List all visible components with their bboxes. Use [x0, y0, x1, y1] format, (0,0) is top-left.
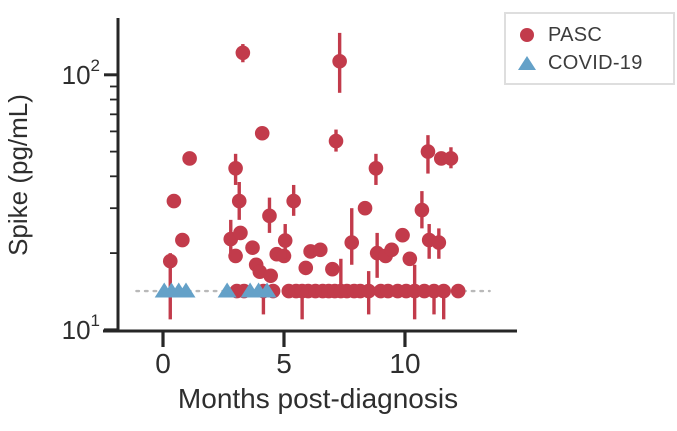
data-point-pasc	[357, 200, 373, 216]
data-point-pasc	[344, 235, 360, 250]
legend-label-covid19: COVID-19	[548, 51, 643, 74]
legend: PASC COVID-19	[504, 12, 675, 85]
data-point-pasc	[162, 253, 178, 269]
x-tick-label: 0	[155, 348, 171, 379]
axes-group	[103, 18, 517, 333]
y-tick-label: 101	[62, 311, 100, 345]
data-point-pasc	[175, 232, 190, 248]
data-point-pasc	[286, 193, 301, 209]
data-point-pasc	[277, 233, 293, 248]
data-point-covid19	[176, 282, 196, 298]
x-axis-label: Months post-diagnosis	[178, 383, 458, 414]
data-point-pasc	[450, 283, 466, 299]
data-point-pasc	[368, 161, 384, 176]
pasc-marker-icon	[520, 28, 534, 42]
data-point-pasc	[312, 242, 328, 258]
data-point-pasc	[298, 260, 314, 276]
data-point-pasc	[182, 151, 197, 166]
data-point-pasc	[245, 240, 260, 255]
data-point-pasc	[262, 208, 277, 224]
data-point-pasc	[254, 125, 270, 141]
legend-label-pasc: PASC	[548, 23, 603, 46]
data-point-covid19	[217, 282, 237, 298]
data-point-pasc	[395, 227, 410, 243]
data-points-group	[154, 32, 466, 320]
y-tick-label: 102	[62, 56, 100, 90]
covid19-marker-icon	[518, 56, 536, 70]
data-point-pasc	[420, 144, 436, 159]
data-point-pasc	[402, 251, 418, 267]
data-point-pasc	[228, 161, 243, 176]
data-point-covid19	[257, 282, 277, 298]
data-point-pasc	[228, 248, 243, 264]
data-point-pasc	[431, 235, 447, 250]
data-point-pasc	[235, 45, 251, 61]
data-point-pasc	[384, 242, 399, 258]
data-point-pasc	[332, 53, 347, 69]
data-point-pasc	[328, 133, 344, 149]
data-point-pasc	[443, 151, 459, 166]
legend-item-pasc: PASC	[506, 21, 673, 49]
data-point-pasc	[414, 202, 430, 218]
ticks-group: 101 102 0 5 10	[62, 56, 421, 379]
data-point-pasc	[166, 193, 182, 209]
x-tick-label: 10	[389, 348, 420, 379]
x-tick-label: 5	[276, 348, 292, 379]
data-point-pasc	[233, 225, 248, 241]
y-axis-label: Spike (pg/mL)	[3, 94, 33, 256]
data-point-pasc	[436, 283, 451, 299]
legend-item-covid19: COVID-19	[506, 49, 673, 77]
data-point-pasc	[325, 261, 340, 277]
data-point-pasc	[231, 193, 247, 209]
data-point-pasc	[361, 283, 376, 299]
data-point-pasc	[263, 268, 278, 284]
